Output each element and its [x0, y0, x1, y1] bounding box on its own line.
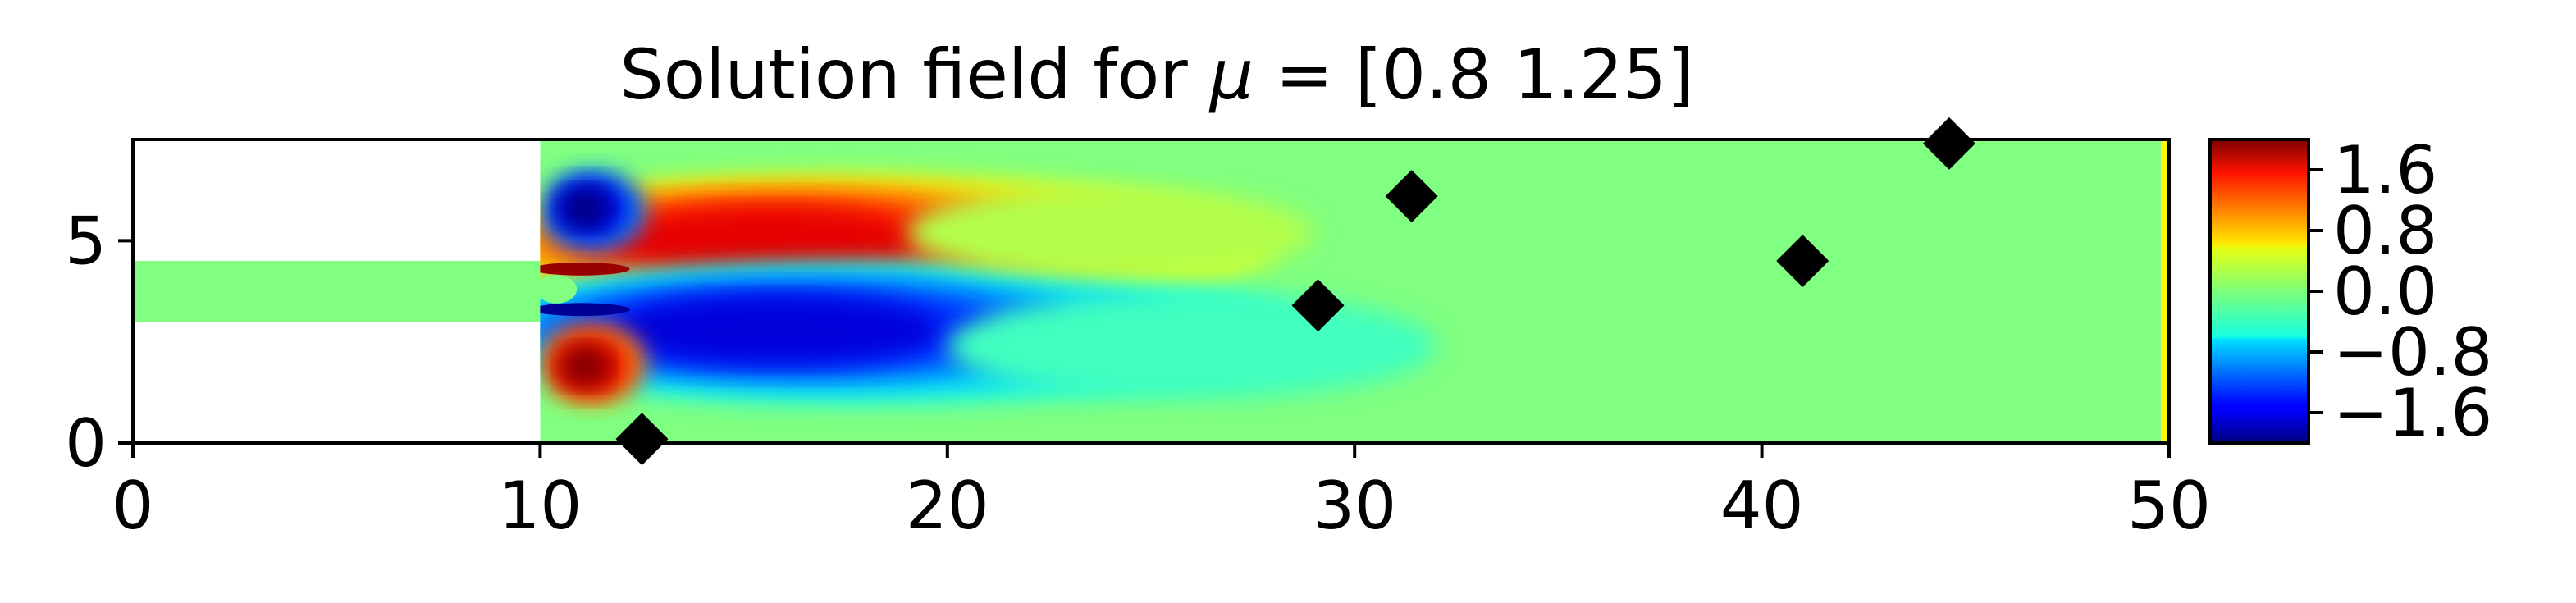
sensor-marker [1385, 170, 1438, 223]
x-tick-label: 50 [2127, 468, 2211, 544]
sensor-marker [1776, 235, 1829, 287]
colorbar-tick-label: −1.6 [2333, 375, 2492, 451]
sensor-markers [615, 116, 1975, 466]
axes-frame [131, 138, 2171, 445]
x-axis: 0 10 20 30 40 50 [112, 443, 2211, 544]
lower-wake-band [947, 293, 1436, 399]
sensor-marker [1291, 279, 1345, 332]
colorbar-tick-label: 1.6 [2333, 132, 2437, 208]
thin-lower-shear [540, 303, 630, 317]
x-tick-label: 40 [1720, 468, 1804, 544]
thin-upper-shear [540, 262, 630, 276]
colorbar-tick-label: −0.8 [2333, 314, 2492, 391]
lower-jet-lobe-layer [613, 297, 939, 363]
plot-area [131, 116, 2171, 466]
jet-core [540, 275, 578, 304]
upper-jet-lobe-layer [613, 208, 924, 272]
y-tick-label: 5 [65, 203, 107, 279]
upper-wake-band [907, 188, 1314, 277]
colorbar: 1.60.80.0−0.8−1.6 [2208, 132, 2492, 451]
x-tick-label: 0 [112, 468, 154, 544]
chart-title: Solution field for μ = [0.8 1.25] [619, 34, 1693, 115]
colorbar-gradient [2210, 139, 2309, 443]
x-tick-label: 20 [906, 468, 989, 544]
x-tick-label: 30 [1313, 468, 1396, 544]
main-chamber-field [540, 139, 2169, 443]
sensor-marker [615, 413, 669, 466]
inlet-channel-field [133, 261, 541, 322]
x-tick-label: 10 [499, 468, 582, 544]
outlet-edge [2161, 139, 2169, 443]
colorbar-tick-label: 0.8 [2333, 193, 2437, 269]
colorbar-tick-label: 0.0 [2333, 254, 2437, 330]
lower-corner-vortex [560, 345, 610, 386]
y-tick-label: 0 [65, 405, 107, 482]
y-axis: 05 [65, 203, 133, 482]
upper-corner-vortex [560, 188, 610, 229]
sensor-marker [1922, 116, 1975, 170]
